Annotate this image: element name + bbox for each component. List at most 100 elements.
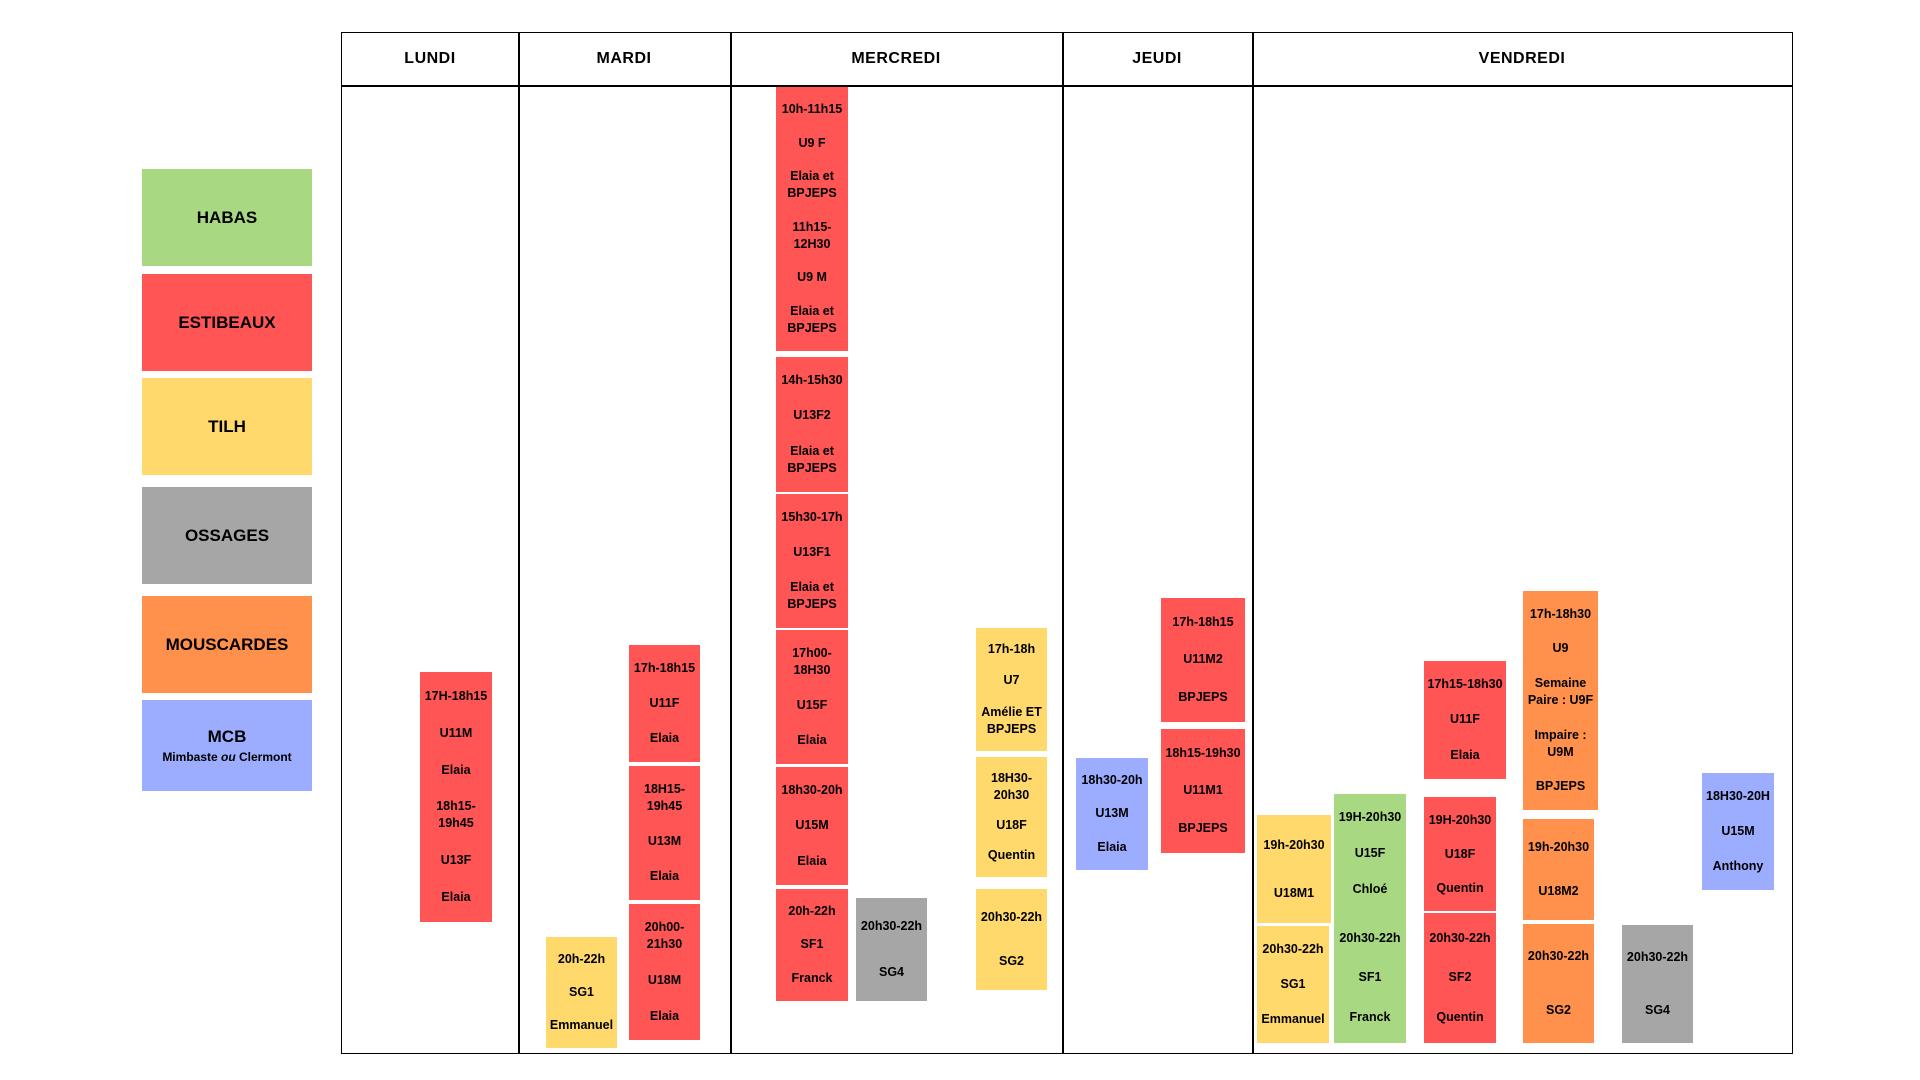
session-block-jeudi-1: 18h30-20h U13M Elaia: [1076, 758, 1148, 870]
session-line: Elaia et BPJEPS: [787, 443, 837, 475]
session-line: 17h15-18h30: [1427, 677, 1503, 692]
session-line: U15F: [1354, 845, 1386, 860]
session-line: U9 F: [798, 135, 826, 150]
session-line: 19H-20h30: [1338, 810, 1402, 825]
session-line: 20h30-22h: [1262, 942, 1324, 956]
day-header-mardi: MARDI: [596, 50, 652, 67]
session-line: U18M1: [1273, 885, 1315, 900]
session-line: U11F: [649, 696, 680, 710]
session-line: SG2: [1545, 1002, 1571, 1017]
session-block-vendredi-3: 19H-20h30 U15F Chloé: [1334, 794, 1406, 913]
session-line: U15M: [795, 818, 829, 833]
session-line: Quentin: [1436, 880, 1484, 895]
session-block-mercredi-9: 18H30- 20h30 U18F Quentin: [976, 757, 1047, 877]
day-header-mercredi: MERCREDI: [851, 50, 941, 67]
session-line: U11M: [439, 725, 473, 740]
session-line: Franck: [1349, 1009, 1391, 1024]
session-line: U13F2: [793, 408, 831, 423]
session-line: BPJEPS: [1178, 820, 1228, 835]
session-line: Elaia: [649, 731, 680, 745]
session-line: Elaia: [1450, 747, 1480, 762]
legend-mouscardes: MOUSCARDES: [142, 596, 312, 693]
column-divider: [518, 33, 520, 1053]
session-line: U9: [1552, 641, 1569, 656]
session-line: U11M2: [1183, 652, 1223, 667]
session-line: Elaia et BPJEPS: [787, 169, 837, 201]
legend-ossages: OSSAGES: [142, 487, 312, 584]
session-line: U18M: [647, 972, 682, 987]
session-line: SG4: [878, 964, 904, 979]
column-divider: [1252, 33, 1254, 1053]
session-line: U11M1: [1183, 783, 1223, 798]
session-line: 18h30-20h: [1081, 773, 1143, 788]
session-line: Elaia: [797, 853, 827, 868]
session-line: 18h15- 19h45: [436, 799, 476, 831]
day-header-jeudi: JEUDI: [1132, 50, 1182, 67]
session-line: 14h-15h30: [781, 373, 843, 388]
session-line: 17h00- 18H30: [792, 646, 832, 677]
session-block-mercredi-6: 20h-22h SF1 Franck: [776, 889, 848, 1001]
session-line: 20h30-22h: [1626, 950, 1689, 964]
session-line: 19h-20h30: [1527, 839, 1590, 854]
legend-label: HABAS: [196, 207, 258, 227]
legend-label: ESTIBEAUX: [178, 312, 276, 332]
session-block-jeudi-3: 18h15-19h30 U11M1 BPJEPS: [1161, 729, 1245, 853]
legend-label: OSSAGES: [184, 525, 270, 545]
session-line: SF1: [1358, 970, 1382, 985]
session-block-lundi-1: 17H-18h15 U11M Elaia 18h15- 19h45 U13F Elaia: [420, 672, 492, 922]
session-line: Elaia: [649, 1008, 680, 1023]
session-line: Elaia: [649, 869, 680, 883]
session-line: Elaia et BPJEPS: [787, 303, 837, 335]
session-line: 20h30-22h: [1339, 931, 1401, 946]
legend-estibeaux: ESTIBEAUX: [142, 274, 312, 371]
session-line: 18h15-19h30: [1165, 746, 1241, 761]
session-block-mercredi-1: 10h-11h15 U9 F Elaia et BPJEPS 11h15- 12H30…: [776, 87, 848, 351]
session-line: Chloé: [1352, 881, 1388, 896]
session-block-mercredi-4: 17h00- 18H30 U15F Elaia: [776, 630, 848, 764]
session-line: 20h30-22h: [1527, 949, 1590, 964]
session-line: SG4: [1644, 1003, 1670, 1017]
session-line: 20h30-22h: [980, 909, 1043, 924]
session-block-mercredi-7: 20h30-22h SG4: [856, 898, 927, 1001]
session-line: Elaia: [1097, 839, 1127, 854]
session-line: 20h00- 21h30: [644, 920, 685, 952]
session-line: Semaine Paire : U9F: [1527, 675, 1594, 707]
session-block-mardi-3: 20h00- 21h30 U18M Elaia: [629, 904, 700, 1040]
session-line: Impaire : U9M: [1534, 727, 1587, 759]
schedule-grid: LUNDI MARDI MERCREDI JEUDI VENDREDI: [341, 32, 1793, 1054]
session-block-mercredi-10: 20h30-22h SG2: [976, 889, 1047, 990]
legend-label: MCB: [207, 727, 247, 746]
session-line: SG2: [998, 954, 1024, 969]
column-divider: [730, 33, 732, 1053]
legend-sub-text: Mimbaste: [162, 750, 221, 764]
session-line: 18h30-20h: [781, 783, 843, 798]
session-line: Elaia: [441, 762, 471, 777]
session-block-vendredi-8: 17h-18h30 U9 Semaine Paire : U9F Impaire : …: [1523, 591, 1598, 810]
session-line: U7: [1003, 673, 1020, 688]
session-line: Elaia: [441, 890, 471, 905]
session-block-vendredi-12: 18H30-20H U15M Anthony: [1702, 773, 1774, 890]
session-line: 19h-20h30: [1263, 837, 1325, 852]
session-line: U18M2: [1538, 884, 1579, 899]
session-line: BPJEPS: [1535, 779, 1586, 794]
session-line: U13M: [1095, 806, 1129, 821]
session-line: U13M: [647, 834, 682, 848]
session-line: U15F: [796, 698, 828, 712]
session-line: Quentin: [1436, 1009, 1484, 1024]
session-block-vendredi-7: 20h30-22h SF2 Quentin: [1424, 913, 1496, 1043]
session-block-vendredi-4: 20h30-22h SF1 Franck: [1334, 913, 1406, 1043]
session-block-mardi-2: 18H15- 19h45 U13M Elaia: [629, 766, 700, 900]
session-line: 17h-18h15: [1172, 615, 1234, 630]
session-block-vendredi-5: 17h15-18h30 U11F Elaia: [1424, 661, 1506, 779]
session-line: 20h-22h: [557, 952, 606, 966]
session-line: Elaia et BPJEPS: [787, 580, 837, 611]
session-line: Emmanuel: [549, 1018, 614, 1032]
header-divider: [342, 85, 1792, 87]
session-line: U13F: [440, 853, 472, 868]
session-block-vendredi-9: 19h-20h30 U18M2: [1523, 819, 1594, 920]
session-line: SF2: [1448, 970, 1472, 985]
legend-mcb-subtitle: Mimbaste ou Clermont: [162, 750, 291, 764]
session-line: U18F: [996, 817, 1027, 832]
legend-sub-text: Clermont: [235, 750, 292, 764]
session-line: U15M: [1721, 824, 1755, 838]
